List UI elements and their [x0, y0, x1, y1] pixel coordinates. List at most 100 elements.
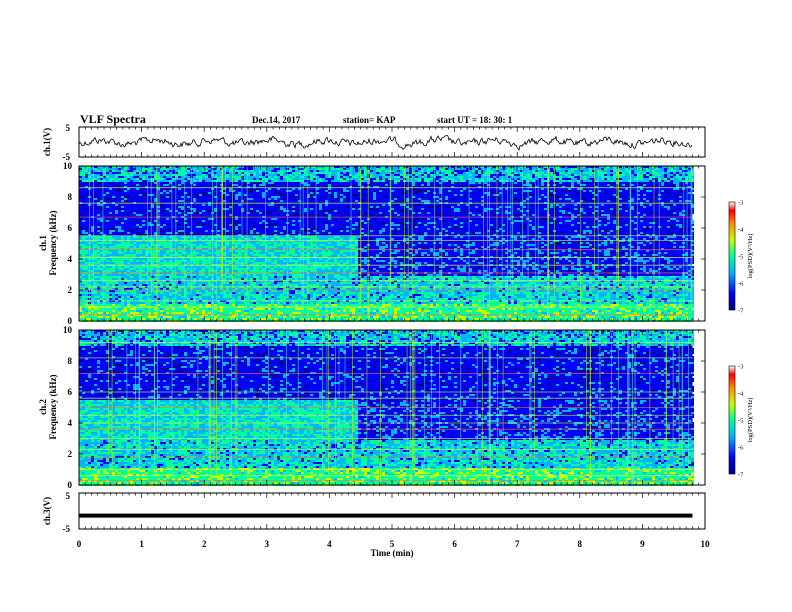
spectrogram-cell	[139, 208, 142, 210]
spectrogram-cell	[493, 168, 496, 170]
spectrogram-cell	[319, 206, 322, 208]
spectrogram-cell	[526, 174, 529, 176]
spectrogram-cell	[661, 200, 664, 202]
spectrogram-cell	[199, 198, 202, 200]
spectrogram-cell	[679, 196, 682, 198]
spectrogram-cell	[652, 184, 655, 186]
spectrogram-cell	[427, 208, 430, 210]
spectrogram-cell	[493, 218, 496, 220]
spectrogram-cell	[349, 182, 352, 184]
spectrogram-cell	[205, 184, 208, 186]
spectrogram-cell	[424, 172, 427, 174]
spectrogram-cell	[133, 212, 136, 214]
spectrogram-cell	[451, 198, 454, 200]
spectrogram-cell	[340, 180, 343, 182]
spectrogram-cell	[562, 204, 565, 206]
spectrogram-cell	[625, 176, 628, 178]
spectrogram-cell	[319, 196, 322, 198]
spectrogram-cell	[643, 192, 646, 194]
spectrogram-cell	[301, 178, 304, 180]
spectrogram-cell	[394, 218, 397, 220]
spectrogram-cell	[322, 168, 325, 170]
spectrogram-cell	[241, 170, 244, 172]
spectrogram-cell	[604, 178, 607, 180]
spectrogram-cell	[466, 204, 469, 206]
spectrogram-cell	[409, 176, 412, 178]
spectrogram-cell	[550, 212, 553, 214]
spectrogram-cell	[373, 210, 376, 212]
spectrogram-cell	[112, 204, 115, 206]
spectrogram-cell	[160, 176, 163, 178]
spectrogram-cell	[667, 188, 670, 190]
spectrogram-cell	[298, 180, 301, 182]
spectrogram-cell	[112, 180, 115, 182]
spectrogram-cell	[337, 170, 340, 172]
spectrogram-cell	[583, 170, 586, 172]
spectrogram-cell	[646, 170, 649, 172]
spectrogram-cell	[163, 180, 166, 182]
spectrogram-cell	[397, 180, 400, 182]
spectrogram-cell	[406, 204, 409, 206]
spectrogram-cell	[667, 190, 670, 192]
spectrogram-cell	[688, 206, 691, 208]
spectrogram-cell	[394, 182, 397, 184]
spectrogram-cell	[688, 194, 691, 196]
spectrogram-cell	[181, 192, 184, 194]
spectrogram-cell	[118, 168, 121, 170]
spectrogram-cell	[373, 196, 376, 198]
spectrogram-cell	[100, 170, 103, 172]
spectrogram-cell	[193, 204, 196, 206]
spectrogram-cell	[649, 176, 652, 178]
spectrogram-cell	[115, 176, 118, 178]
spectrogram-cell	[427, 172, 430, 174]
spectrogram-cell	[322, 182, 325, 184]
spectrogram-cell	[316, 178, 319, 180]
spectrogram-cell	[649, 210, 652, 212]
spectrogram-cell	[667, 170, 670, 172]
spectrogram-cell	[460, 182, 463, 184]
spectrogram-cell	[586, 176, 589, 178]
spectrogram-cell	[631, 184, 634, 186]
spectrogram-cell	[457, 190, 460, 192]
spectrogram-cell	[436, 206, 439, 208]
spectrogram-cell	[241, 210, 244, 212]
spectrogram-cell	[115, 190, 118, 192]
spectrogram-cell	[169, 176, 172, 178]
spectrogram-cell	[208, 180, 211, 182]
spectrogram-cell	[652, 170, 655, 172]
spectrogram-cell	[121, 180, 124, 182]
spectrogram-cell	[385, 204, 388, 206]
spectrogram-cell	[667, 208, 670, 210]
spectrogram-cell	[226, 174, 229, 176]
spectrogram-cell	[394, 194, 397, 196]
spectrogram-cell	[322, 172, 325, 174]
spectrogram-cell	[478, 210, 481, 212]
spectrogram-cell	[121, 204, 124, 206]
spectrogram-cell	[574, 198, 577, 200]
spectrogram-cell	[94, 204, 97, 206]
spectrogram-cell	[94, 210, 97, 212]
spectrogram-cell	[253, 170, 256, 172]
spectrogram-cell	[148, 210, 151, 212]
spectrogram-cell	[160, 208, 163, 210]
spectrogram-cell	[583, 198, 586, 200]
spectrogram-cell	[472, 196, 475, 198]
spectrogram-cell	[454, 192, 457, 194]
spectrogram-cell	[238, 170, 241, 172]
spectrogram-cell	[469, 174, 472, 176]
spectrogram-cell	[646, 176, 649, 178]
spectrogram-cell	[661, 178, 664, 180]
spectrogram-cell	[202, 190, 205, 192]
spectrogram-cell	[607, 170, 610, 172]
spectrogram-cell	[94, 168, 97, 170]
spectrogram-cell	[259, 204, 262, 206]
spectrogram-cell	[421, 196, 424, 198]
spectrogram-cell	[346, 210, 349, 212]
spectrogram-cell	[259, 196, 262, 198]
spectrogram-cell	[355, 176, 358, 178]
spectrogram-cell	[622, 194, 625, 196]
spectrogram-cell	[541, 206, 544, 208]
spectrogram-cell	[529, 196, 532, 198]
spectrogram-cell	[364, 204, 367, 206]
spectrogram-cell	[142, 174, 145, 176]
